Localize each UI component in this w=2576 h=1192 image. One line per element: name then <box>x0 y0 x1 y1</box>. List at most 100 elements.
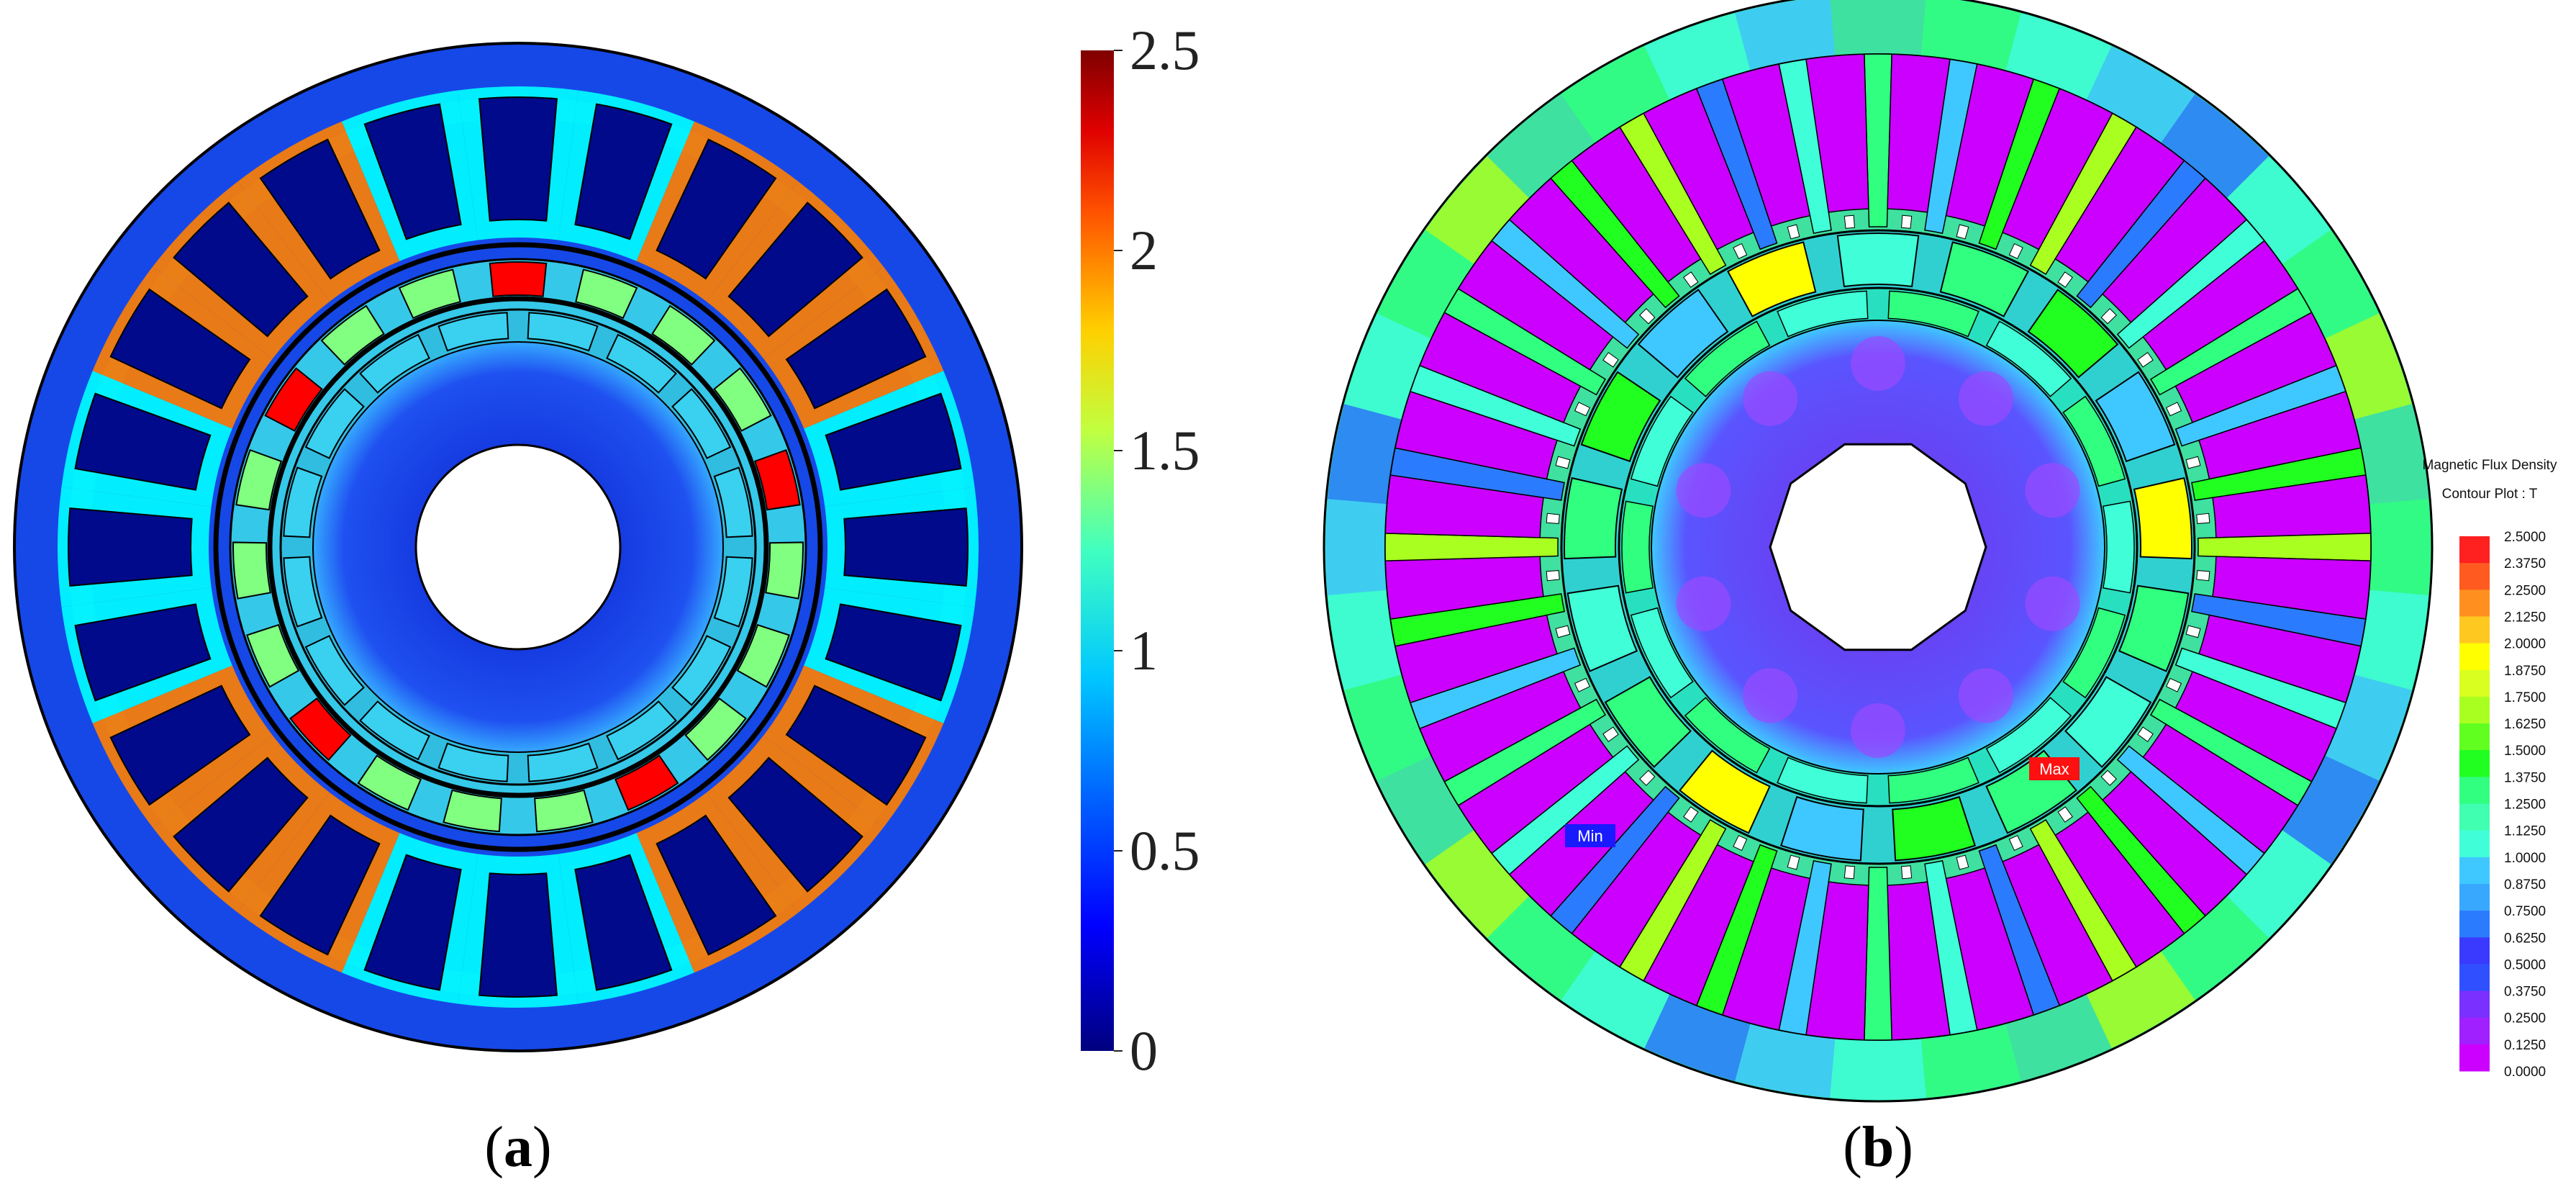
stator-tooth <box>1443 698 1607 806</box>
stator-tooth <box>2174 364 2346 447</box>
colorbar-a-gradient <box>1081 50 1114 1051</box>
rotor-magnet <box>1684 697 1771 774</box>
legend-b-band <box>2459 937 2490 965</box>
yoke-segment <box>2226 155 2331 265</box>
modulator-pieces-a <box>232 261 804 833</box>
slot-opening <box>1602 352 1619 368</box>
yoke-segment <box>1327 590 1402 690</box>
yoke-segment <box>1561 45 1670 143</box>
slot-opening <box>2185 456 2201 469</box>
stator-tooth <box>2076 785 2206 934</box>
slot-opening <box>2196 513 2210 524</box>
slot-opening <box>1574 677 1591 692</box>
legend-b-tick-label: 2.0000 <box>2504 637 2546 652</box>
stator-tooth <box>2191 593 2367 647</box>
rotor-magnet <box>1630 395 1694 487</box>
legend-b-tick-label: 2.1250 <box>2504 610 2546 625</box>
modulator-piece <box>651 304 716 366</box>
rotor-flux-spots-b <box>1676 336 2080 758</box>
stator-slot <box>74 392 212 491</box>
yoke-segment <box>1425 829 1530 939</box>
legend-b-band <box>2459 590 2490 617</box>
yoke-segment <box>1830 1038 1926 1100</box>
legend-b-band <box>2459 643 2490 671</box>
panel-b-motor-plot: Max Min <box>1323 0 2434 1103</box>
slot-opening <box>1639 769 1656 786</box>
legend-b-tick-label: 0.1250 <box>2504 1038 2546 1053</box>
yoke-segment <box>1487 94 1596 199</box>
legend-b-band <box>2459 830 2490 858</box>
rotor-magnets-a <box>283 312 753 782</box>
modulator-piece <box>289 697 352 762</box>
stator-slot <box>478 96 558 222</box>
stator-tooth <box>1778 860 1832 1036</box>
flux-spot <box>1743 668 1798 723</box>
legend-b: Magnetic Flux Density Contour Plot : T 2… <box>2423 458 2557 1080</box>
flux-spot <box>2025 463 2080 518</box>
rotor-magnet <box>606 700 677 761</box>
stator-slot <box>173 202 309 338</box>
modulator-piece <box>1637 289 1729 379</box>
rotor-magnet <box>1887 290 1979 338</box>
stator-slot <box>259 814 381 956</box>
yoke-segment <box>1487 895 1596 1001</box>
legend-b-band <box>2459 1044 2490 1072</box>
slot-opening <box>1901 865 1913 880</box>
slot-opening <box>1683 806 1699 823</box>
colorbar-a-tick-label: 1.5 <box>1130 419 1200 482</box>
legend-b-band <box>2459 857 2490 885</box>
stator-slots-b <box>1384 53 2372 1041</box>
stator-tooth <box>1389 593 1565 647</box>
modulator-piece <box>534 789 594 833</box>
flux-spot <box>1958 371 2013 426</box>
slot-opening <box>2165 677 2182 692</box>
stator-tooth <box>2149 288 2313 396</box>
modulator-piece <box>246 623 300 688</box>
stator-slot <box>574 854 673 991</box>
stator-tooth <box>2029 818 2137 982</box>
legend-b-tick-label: 0.2500 <box>2504 1011 2546 1026</box>
stator-tooth <box>1550 160 1680 309</box>
stator-slot <box>109 685 251 806</box>
yoke-segment <box>2086 951 2195 1049</box>
stator-slot <box>74 603 212 702</box>
modulator-piece <box>320 304 385 366</box>
legend-b-tick-label: 2.3750 <box>2504 556 2546 572</box>
modulator-piece <box>235 448 283 511</box>
rotor-magnet <box>1684 320 1771 397</box>
slot-opening <box>1843 215 1855 229</box>
yoke-segment <box>1325 499 1387 595</box>
modulator-piece <box>1580 371 1661 463</box>
yoke-segment <box>2282 755 2380 864</box>
stator-tooth <box>2191 447 2367 501</box>
legend-b-ticks: 2.5000 2.3750 2.2500 2.1250 2.0000 1.8750 1.75… <box>2504 530 2546 1080</box>
min-marker-box <box>1565 824 1615 847</box>
slot-opening <box>2196 570 2210 582</box>
stator-tooth <box>1410 364 1582 447</box>
stator-tooth <box>1864 53 1892 227</box>
modulator-piece <box>765 541 804 600</box>
stator-slot <box>785 685 927 806</box>
yoke-segment <box>1735 0 1836 71</box>
legend-b-tick-label: 0.0000 <box>2504 1065 2546 1080</box>
yoke-segment <box>1735 1023 1836 1098</box>
modulator-piece <box>489 261 548 297</box>
legend-b-band <box>2459 777 2490 804</box>
modulator-piece <box>736 623 790 688</box>
modulator-piece <box>1780 795 1864 862</box>
flux-spot <box>1676 463 1731 518</box>
colorbar-a-tick-label: 2.5 <box>1130 19 1200 81</box>
modulator-piece <box>232 541 271 600</box>
modulator-piece <box>684 697 747 762</box>
yoke-segment <box>2160 895 2269 1001</box>
slot-opening <box>1555 625 1571 638</box>
slot-opening <box>1787 224 1800 240</box>
stator-tooth <box>1864 867 1892 1041</box>
max-marker-label: Max <box>2039 760 2069 778</box>
rotor-magnet <box>283 556 323 628</box>
shaft-hole-b <box>1769 443 1987 651</box>
stator-slot <box>727 202 863 338</box>
colorbar-a-tick-label: 1 <box>1130 619 1158 682</box>
flux-spot <box>1676 576 1731 631</box>
